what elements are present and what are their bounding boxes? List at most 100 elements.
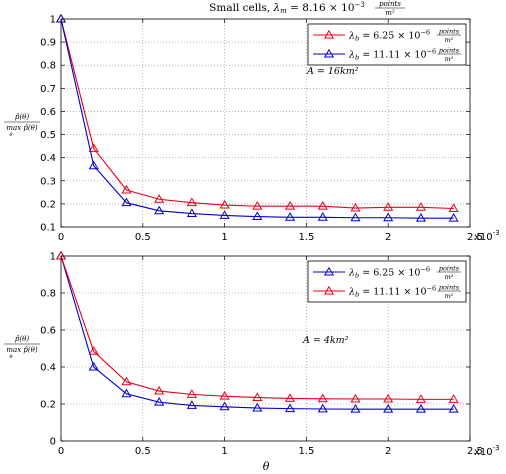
x-tick-label: 1.5 <box>298 232 314 243</box>
y-tick-label: 0.2 <box>40 400 56 411</box>
legend-unit-denominator: m² <box>445 55 454 63</box>
series-line <box>60 18 454 219</box>
legend-label: λb = 6.25 × 10−6 <box>348 29 430 43</box>
data-point-marker <box>350 393 361 403</box>
legend-box <box>307 260 467 303</box>
data-point-marker <box>350 202 361 212</box>
data-point-marker <box>252 201 263 210</box>
data-point-marker <box>219 210 230 219</box>
title-prefix: Small cells, <box>209 2 273 14</box>
x-axis-label: θ <box>263 460 270 473</box>
data-point-marker <box>415 394 426 403</box>
title-unit-numerator: points <box>379 0 401 8</box>
data-point-marker <box>350 403 361 413</box>
data-point-marker <box>121 388 132 398</box>
x-tick-label: 2.5 <box>467 446 483 457</box>
legend-box <box>307 23 467 66</box>
data-point-marker <box>415 213 426 222</box>
data-point-marker <box>415 202 426 211</box>
ylabel-denominator: max p̂(θ) <box>6 123 37 132</box>
data-point-marker <box>154 385 165 395</box>
data-point-marker <box>383 212 394 222</box>
series-line <box>60 255 454 400</box>
data-point-marker <box>317 393 328 403</box>
ylabel-denominator-sub: θ <box>9 132 12 138</box>
data-point-marker <box>317 212 328 221</box>
data-point-marker <box>383 403 394 413</box>
data-point-marker <box>88 361 99 371</box>
title-unit-denominator: m² <box>385 9 395 17</box>
legend-unit-numerator: points <box>439 47 460 55</box>
y-tick-label: 0.6 <box>40 107 56 118</box>
data-point-marker <box>154 396 165 406</box>
legend-unit-denominator: m² <box>445 36 454 44</box>
data-point-marker <box>252 402 263 412</box>
x-tick-label: 0.5 <box>135 232 151 243</box>
legend-label: λb = 6.25 × 10−6 <box>348 266 430 280</box>
x-tick-label: 1.5 <box>298 446 314 457</box>
data-point-marker <box>383 202 394 211</box>
x-tick-label: 2 <box>385 446 391 457</box>
ylabel-numerator: p̂(θ) <box>15 334 29 343</box>
data-point-marker <box>448 203 459 212</box>
y-tick-label: 0.1 <box>40 223 56 234</box>
ylabel-denominator: max p̂(θ) <box>6 345 37 354</box>
data-point-marker <box>186 208 197 218</box>
y-tick-label: 0.6 <box>40 326 56 337</box>
legend-marker <box>323 48 335 58</box>
title-lambda-sub: m <box>280 7 287 15</box>
y-axis-label-bottom: p̂(θ) max p̂(θ) θ <box>4 334 40 360</box>
data-point-marker <box>317 201 328 210</box>
legend-marker <box>323 29 335 39</box>
data-point-marker <box>415 403 426 413</box>
data-point-marker <box>121 197 132 207</box>
data-point-marker <box>448 394 459 403</box>
y-tick-label: 0.8 <box>40 289 56 300</box>
legend-label: λb = 11.11 × 10−6 <box>348 48 436 62</box>
x-tick-label: 2.5 <box>467 232 483 243</box>
x-tick-label: 0.5 <box>135 446 151 457</box>
x-tick-label: 1 <box>221 232 227 243</box>
figure-title: Small cells, λm = 8.16 × 10−3 <box>209 1 365 15</box>
y-tick-label: 0.8 <box>40 61 56 72</box>
legend-unit-numerator: points <box>439 284 460 292</box>
y-tick-label: 0.9 <box>40 38 56 49</box>
data-point-marker <box>154 205 165 215</box>
data-point-marker <box>252 211 263 221</box>
data-point-marker <box>252 392 263 401</box>
data-point-marker <box>219 401 230 411</box>
data-point-marker <box>284 393 296 402</box>
chart-panel-top: 0 0.5 1 1.5 2 2.5 0.1 0.2 0.3 0.4 0.5 0.6 0.7 0.8 0.9 1… <box>40 13 483 243</box>
data-point-marker <box>448 213 459 222</box>
data-point-marker <box>186 400 197 409</box>
plot-frame <box>60 18 471 228</box>
y-axis-label-top: p̂(θ) max p̂(θ) θ <box>4 112 40 138</box>
area-annotation: A = 4km² <box>302 335 349 346</box>
data-point-marker <box>121 184 132 194</box>
ylabel-denominator-sub: θ <box>9 354 12 360</box>
series-line <box>60 18 454 210</box>
y-tick-label: 1 <box>50 252 56 263</box>
y-tick-label: 0.4 <box>40 153 56 164</box>
title-value: = 8.16 × 10 <box>287 2 355 14</box>
y-tick-label: 0 <box>50 437 56 448</box>
x-multiplier-bottom: x10-3 <box>474 444 500 458</box>
data-point-marker <box>121 376 132 386</box>
x-multiplier-top: x10-3 <box>474 229 500 243</box>
data-point-marker <box>448 403 459 413</box>
series-line <box>60 255 454 410</box>
data-point-marker <box>317 403 328 413</box>
data-point-marker <box>350 212 361 222</box>
y-tick-label: 1 <box>50 15 56 26</box>
area-annotation: A = 16km² <box>306 66 359 77</box>
data-point-marker <box>284 403 296 413</box>
plot-frame <box>60 255 471 442</box>
legend-unit-numerator: points <box>439 28 460 36</box>
legend-label: λb = 11.11 × 10−6 <box>348 285 436 299</box>
data-point-marker <box>219 391 230 400</box>
data-point-marker <box>88 160 99 170</box>
data-point-marker <box>186 389 197 398</box>
